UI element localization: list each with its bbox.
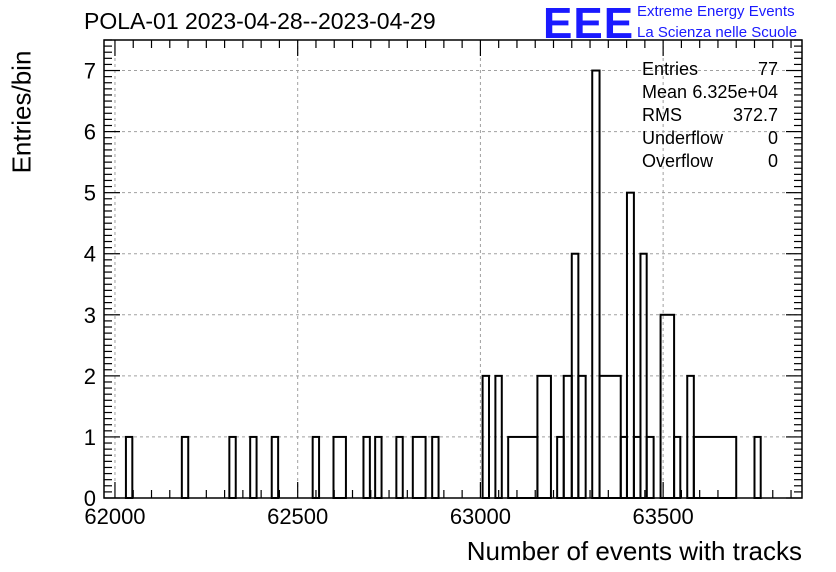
histogram-bin	[411, 435, 427, 499]
histogram-bin	[692, 435, 738, 499]
histogram-bin	[494, 374, 503, 499]
y-tick-label: 6	[84, 120, 96, 145]
histogram-bin	[332, 435, 347, 499]
logo-line-2: La Scienza nelle Scuole	[637, 24, 798, 41]
histogram-bin	[311, 435, 321, 499]
histogram-bin	[659, 313, 676, 499]
y-axis-label: Entries/bin	[6, 50, 37, 174]
x-tick-label: 63000	[450, 504, 511, 529]
x-tick-label: 62500	[267, 504, 328, 529]
stat-mean-label: Mean	[642, 82, 688, 102]
stat-mean-value: 6.325e+04	[692, 82, 778, 102]
plot-frame	[103, 39, 803, 499]
y-tick-label: 4	[84, 242, 96, 267]
histogram-bin	[124, 435, 134, 499]
histogram-bin	[362, 435, 371, 499]
x-tick-label: 62000	[84, 504, 145, 529]
histogram-bin	[625, 191, 635, 500]
histogram-bin	[753, 435, 762, 499]
y-tick-label: 1	[84, 425, 96, 450]
stat-overflow-label: Overflow	[642, 151, 714, 171]
stat-underflow-label: Underflow	[642, 128, 724, 148]
stat-entries-label: Entries	[642, 59, 699, 79]
logo-line-1: Extreme Energy Events	[637, 3, 795, 20]
histogram-bin	[481, 374, 490, 499]
y-tick-label: 0	[84, 486, 96, 511]
stat-underflow-value: 0	[767, 128, 778, 148]
histogram-bin	[395, 435, 404, 499]
stat-entries-value: 77	[757, 59, 778, 79]
histogram-bin	[374, 435, 383, 499]
histogram-bin	[228, 435, 237, 499]
y-tick-label: 5	[84, 181, 96, 206]
eee-logo: EEE	[543, 0, 635, 48]
grid-lines	[104, 40, 802, 498]
histogram-bin	[431, 435, 440, 499]
y-tick-label: 7	[84, 59, 96, 84]
stat-rms-value: 372.7	[732, 105, 778, 125]
histogram-bin	[673, 435, 682, 499]
x-tick-label: 63500	[633, 504, 694, 529]
y-tick-label: 3	[84, 303, 96, 328]
histogram-bin	[249, 435, 258, 499]
chart-title: POLA-01 2023-04-28--2023-04-29	[84, 8, 436, 34]
y-tick-label: 2	[84, 364, 96, 389]
axes: 62000 62500 63000 63500 0 1 2 3 4 5 6 7	[84, 39, 803, 529]
histogram-bin	[507, 435, 539, 499]
stat-rms-label: RMS	[642, 105, 682, 125]
histogram-bin	[180, 435, 190, 499]
x-axis-label: Number of events with tracks	[466, 536, 802, 566]
histogram-bin	[591, 69, 601, 500]
histogram-bin	[270, 435, 280, 499]
stat-overflow-value: 0	[767, 151, 778, 171]
histogram-bin	[645, 435, 655, 499]
